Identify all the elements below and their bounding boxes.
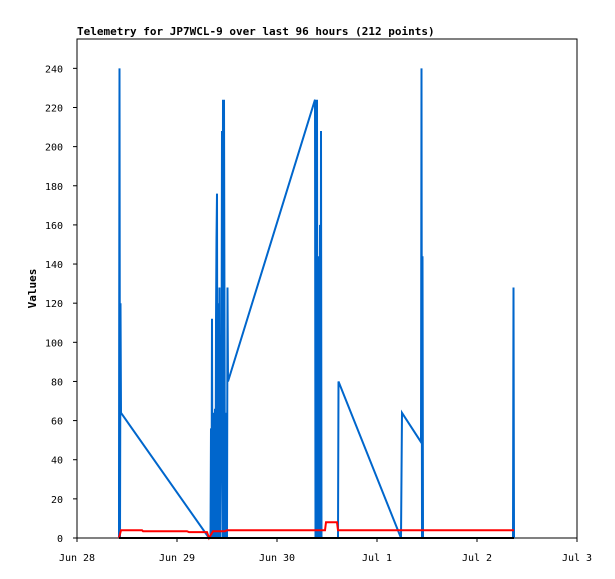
- series-line-2: [118, 521, 514, 541]
- y-tick-label: 120: [45, 299, 63, 310]
- x-tick-label: Jun 29: [159, 553, 195, 564]
- y-tick-label: 100: [45, 338, 63, 349]
- y-tick-label: 40: [51, 456, 63, 467]
- y-axis: 0 20 40 60 80 100 120 140 160 180 200 220 240: [45, 64, 77, 545]
- y-tick-label: 240: [45, 64, 63, 75]
- plot-area: [76, 38, 578, 539]
- y-tick-label: 60: [51, 417, 63, 428]
- x-axis: Jun 28 Jun 29 Jun 30 Jul 1 Jul 2 Jul 3: [59, 538, 592, 564]
- chart-title: Telemetry for JP7WCL-9 over last 96 hour…: [77, 25, 435, 38]
- x-tick-label: Jun 28: [59, 553, 95, 564]
- y-tick-label: 0: [57, 534, 63, 545]
- x-tick-label: Jul 3: [562, 553, 592, 564]
- y-tick-label: 80: [51, 377, 63, 388]
- series-layer: [118, 68, 515, 541]
- x-tick-label: Jul 1: [362, 553, 392, 564]
- y-axis-label: Values: [26, 269, 39, 309]
- y-tick-label: 20: [51, 495, 63, 506]
- y-tick-label: 140: [45, 260, 63, 271]
- x-tick-label: Jul 2: [462, 553, 492, 564]
- y-tick-label: 180: [45, 182, 63, 193]
- y-tick-label: 160: [45, 221, 63, 232]
- x-tick-label: Jun 30: [259, 553, 295, 564]
- y-tick-label: 220: [45, 103, 63, 114]
- y-tick-label: 200: [45, 143, 63, 154]
